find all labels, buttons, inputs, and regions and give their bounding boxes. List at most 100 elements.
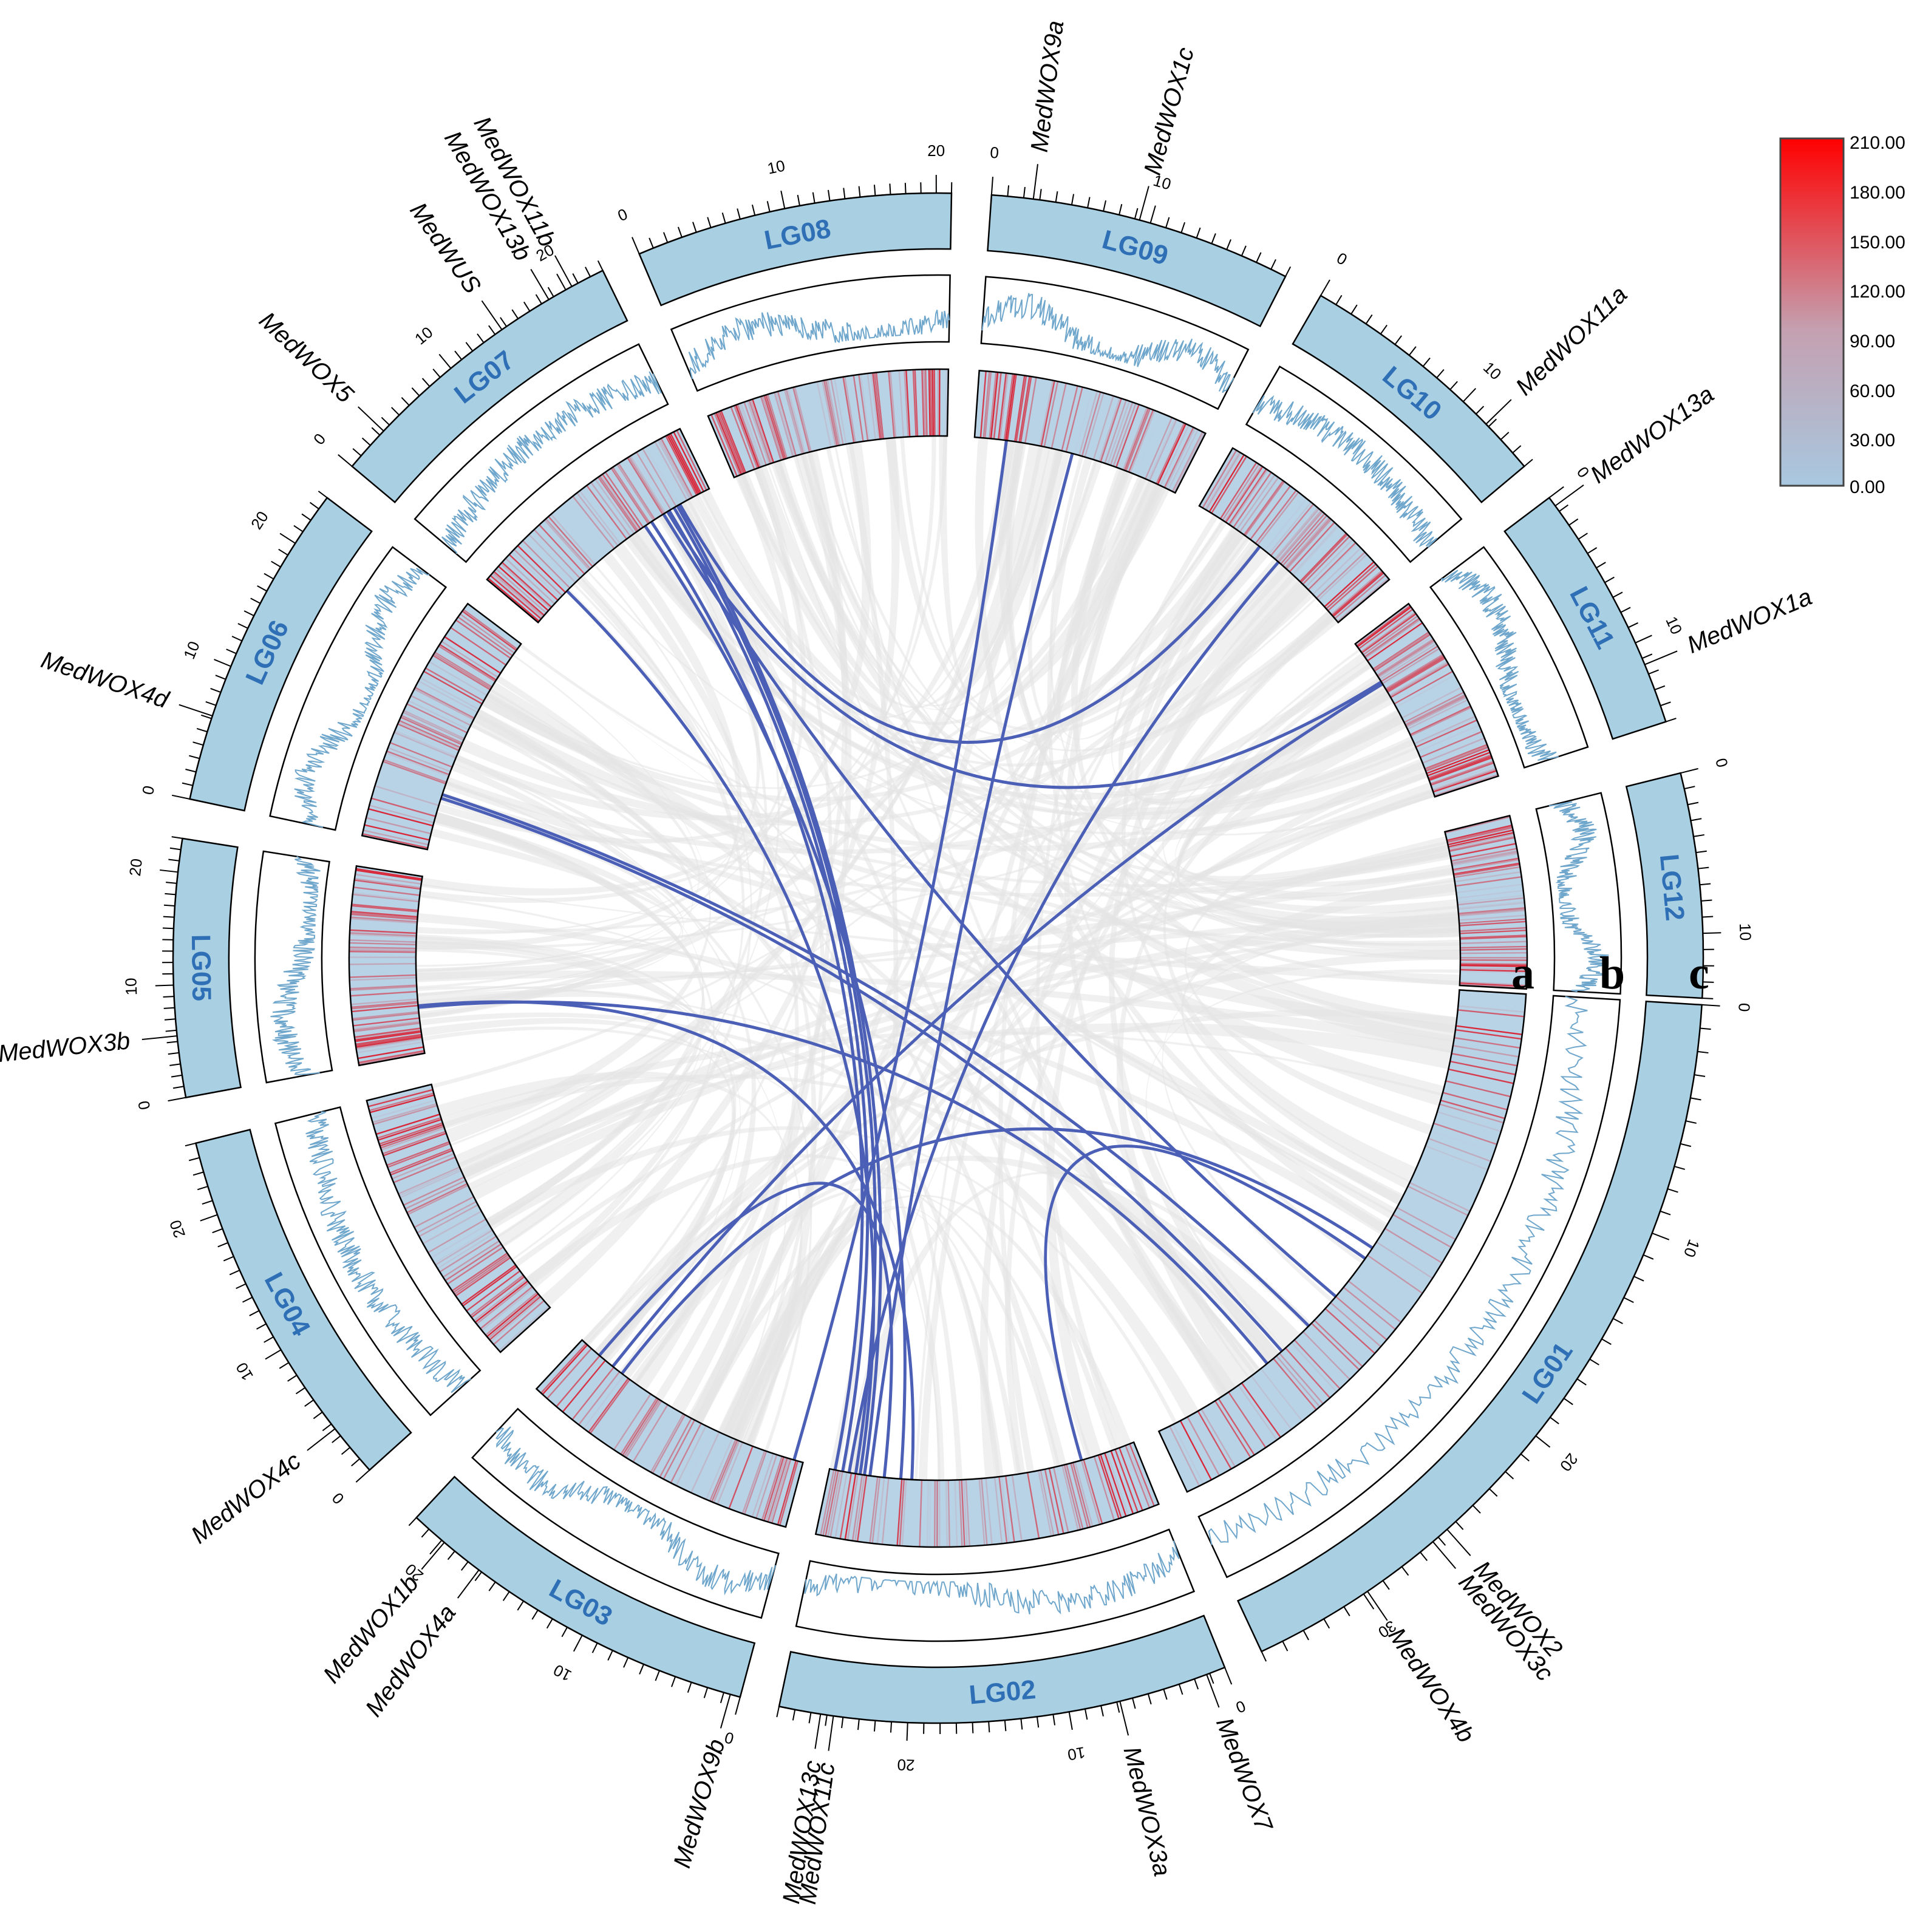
axis-tick xyxy=(1635,634,1652,644)
axis-tick xyxy=(597,260,604,271)
heatmap-bin xyxy=(387,747,451,772)
heatmap-bin xyxy=(462,1265,517,1307)
axis-line xyxy=(195,1143,370,1471)
heatmap-bin xyxy=(752,399,775,463)
heatmap-bin xyxy=(425,667,485,702)
heatmap-bin xyxy=(417,1201,477,1234)
heatmap-bin xyxy=(358,1050,424,1064)
heatmap-bin xyxy=(386,750,450,775)
tick-label: 20 xyxy=(1556,1450,1581,1475)
heatmap-bin xyxy=(767,394,788,459)
axis-tick xyxy=(1488,1488,1498,1497)
axis-tick xyxy=(171,836,183,839)
heatmap-bin xyxy=(1460,936,1527,940)
tick-label: 10 xyxy=(232,1359,257,1384)
heatmap-bin xyxy=(1050,383,1067,449)
heatmap-bin xyxy=(1445,816,1510,834)
synteny-ribbon xyxy=(421,883,1460,986)
synteny-ribbon xyxy=(1046,610,1336,1458)
heatmap-bin xyxy=(632,1404,669,1463)
legend-label: 30.00 xyxy=(1850,430,1895,451)
heatmap-bin xyxy=(1202,449,1238,509)
heatmap-bin xyxy=(389,743,452,769)
axis-tick xyxy=(1648,669,1659,675)
density-line xyxy=(804,1540,1180,1615)
heatmap-bin xyxy=(350,929,417,934)
heatmap-bin xyxy=(1453,863,1520,876)
heatmap-bin xyxy=(1460,967,1527,970)
heatmap-bin xyxy=(1204,451,1240,510)
heatmap-bin xyxy=(1173,1424,1204,1485)
heatmap-bin xyxy=(1312,547,1361,595)
heatmap-bin xyxy=(1112,403,1137,467)
axis-tick xyxy=(1163,1689,1168,1700)
heatmap-frame xyxy=(535,1339,804,1528)
heatmap-bin xyxy=(407,1185,469,1216)
heatmap-bin xyxy=(1040,1470,1055,1536)
heatmap-bin xyxy=(904,370,909,437)
heatmap-bin xyxy=(1048,1468,1064,1534)
heatmap-bin xyxy=(628,456,665,514)
heatmap-bin xyxy=(1154,422,1183,484)
heatmap-bin xyxy=(954,1480,958,1547)
axis-tick xyxy=(692,222,697,233)
heatmap-bin xyxy=(1011,1475,1023,1542)
heatmap-bin xyxy=(1425,746,1489,772)
heatmap-bin xyxy=(673,431,704,492)
heatmap-bin xyxy=(670,433,702,494)
heatmap-bin xyxy=(1157,423,1187,485)
heatmap-bin xyxy=(965,1479,970,1546)
heatmap-bin xyxy=(420,677,480,710)
heatmap-bin xyxy=(1377,638,1434,676)
heatmap-bin xyxy=(783,389,803,455)
heatmap-bin xyxy=(1280,513,1326,565)
wox-segmental-duplication-links xyxy=(418,440,1384,1480)
heatmap-bin xyxy=(1104,400,1127,464)
heatmap-bin xyxy=(598,477,638,532)
density-line-frame xyxy=(274,1106,482,1417)
heatmap-bin xyxy=(1343,1287,1396,1330)
axis-tick xyxy=(1702,997,1714,999)
density-line-frame xyxy=(471,1407,780,1619)
heatmap-bin xyxy=(860,374,870,441)
synteny-ribbon xyxy=(1162,916,1459,1302)
axis-tick xyxy=(531,1610,539,1620)
heatmap-bin xyxy=(1357,606,1412,648)
axis-tick xyxy=(585,267,591,277)
heatmap-bin xyxy=(1460,969,1527,973)
heatmap-bin xyxy=(1432,769,1497,792)
axis-tick xyxy=(1335,294,1343,305)
heatmap-bin xyxy=(905,370,911,437)
axis-tick xyxy=(287,1375,298,1382)
axis-tick xyxy=(1261,1651,1267,1662)
axis-tick xyxy=(1437,1536,1446,1546)
heatmap-bin xyxy=(998,1476,1008,1543)
heatmap-bin xyxy=(350,984,417,990)
heatmap-bin xyxy=(961,1480,965,1547)
heatmap-bin xyxy=(1358,608,1414,650)
axis-tick xyxy=(1194,1678,1199,1690)
heatmap-bin xyxy=(1205,452,1241,511)
heatmap-bin xyxy=(777,1460,797,1525)
heatmap-bin xyxy=(466,1270,521,1312)
heatmap-bin xyxy=(1274,507,1319,560)
heatmap-bin xyxy=(599,475,639,531)
heatmap-bin xyxy=(981,1478,988,1545)
heatmap-bin xyxy=(451,1252,508,1292)
heatmap-bin xyxy=(826,379,841,446)
axis-tick xyxy=(873,185,876,196)
heatmap-bin xyxy=(1432,767,1496,791)
axis-tick xyxy=(649,237,654,248)
axis-tick xyxy=(295,1387,305,1395)
axis-tick xyxy=(169,847,181,851)
heatmap-bin xyxy=(1389,662,1448,698)
heatmap-bin xyxy=(1125,408,1151,472)
axis-tick xyxy=(1684,786,1695,790)
heatmap-bin xyxy=(1459,914,1526,921)
heatmap-bin xyxy=(1129,410,1156,473)
heatmap-bin xyxy=(792,387,811,452)
heatmap-bin xyxy=(353,1021,420,1031)
heatmap-bin xyxy=(844,1474,857,1540)
